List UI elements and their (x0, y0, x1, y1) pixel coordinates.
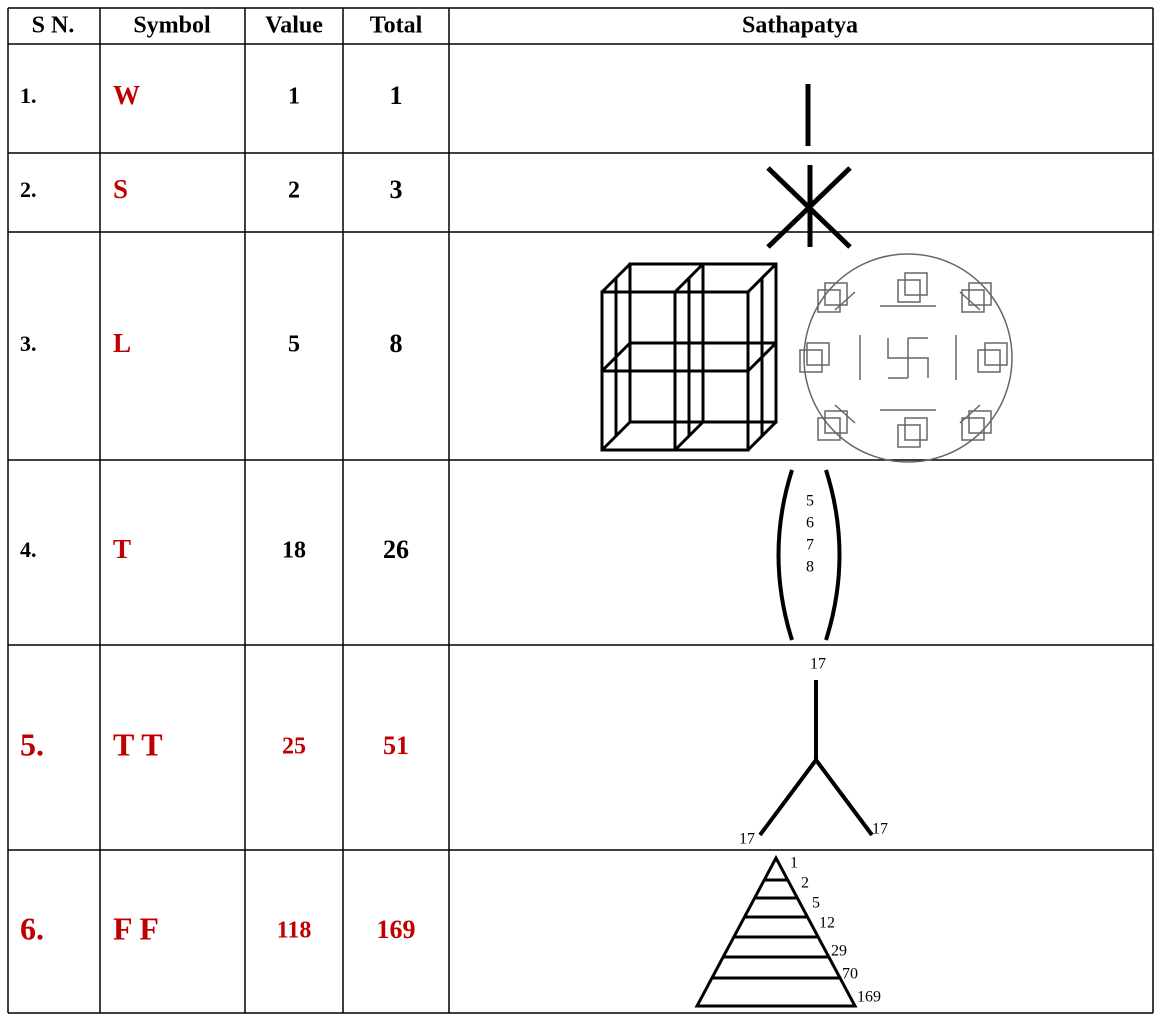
value: 1 (288, 84, 300, 110)
total: 8 (390, 329, 403, 358)
symbol: T (113, 534, 131, 564)
figure-number: 6 (806, 515, 814, 532)
serial-number: 3. (20, 331, 37, 356)
total: 3 (390, 175, 403, 204)
figure-number: 8 (806, 559, 814, 576)
serial-number: 1. (20, 83, 37, 108)
header-cell: Symbol (133, 13, 211, 39)
value: 25 (282, 734, 306, 760)
figure-number: 5 (806, 493, 814, 510)
value: 118 (277, 918, 312, 944)
total: 51 (383, 731, 409, 760)
header-cell: Sathapatya (742, 13, 858, 39)
header-cell: Value (265, 13, 323, 39)
header-cell: Total (370, 13, 423, 39)
figure-label: 29 (831, 943, 847, 960)
table-grid (7, 7, 1154, 1014)
serial-number: 6. (20, 910, 44, 946)
mandala (799, 253, 1013, 463)
symbol: S (113, 174, 128, 204)
total: 26 (383, 535, 409, 564)
value: 2 (288, 178, 300, 204)
branch-symbol (758, 680, 874, 837)
serial-number: 4. (20, 537, 37, 562)
figure-label: 2 (801, 875, 809, 892)
serial-number: 5. (20, 726, 44, 762)
figure-label: 169 (857, 989, 881, 1006)
parentheses (776, 469, 842, 641)
total: 1 (390, 81, 403, 110)
figure-label: 5 (812, 895, 820, 912)
header-cell: S N. (32, 13, 75, 39)
figure-label: 17 (872, 821, 888, 838)
symbol: T T (113, 726, 163, 762)
figure-label: 17 (810, 656, 826, 673)
figure-number: 7 (806, 537, 814, 554)
figure-label: 12 (819, 915, 835, 932)
figure-label: 1 (790, 855, 798, 872)
pyramid (694, 854, 858, 1008)
serial-number: 2. (20, 177, 37, 202)
value: 5 (288, 332, 300, 358)
symbol: F F (113, 910, 159, 946)
cube-grid (600, 262, 778, 452)
symbol: L (113, 328, 131, 358)
figure-label: 17 (739, 831, 755, 848)
figure-label: 70 (842, 966, 858, 983)
star-symbol (766, 165, 852, 249)
symbol: W (113, 80, 140, 110)
value: 18 (282, 538, 306, 564)
total: 169 (377, 915, 416, 944)
